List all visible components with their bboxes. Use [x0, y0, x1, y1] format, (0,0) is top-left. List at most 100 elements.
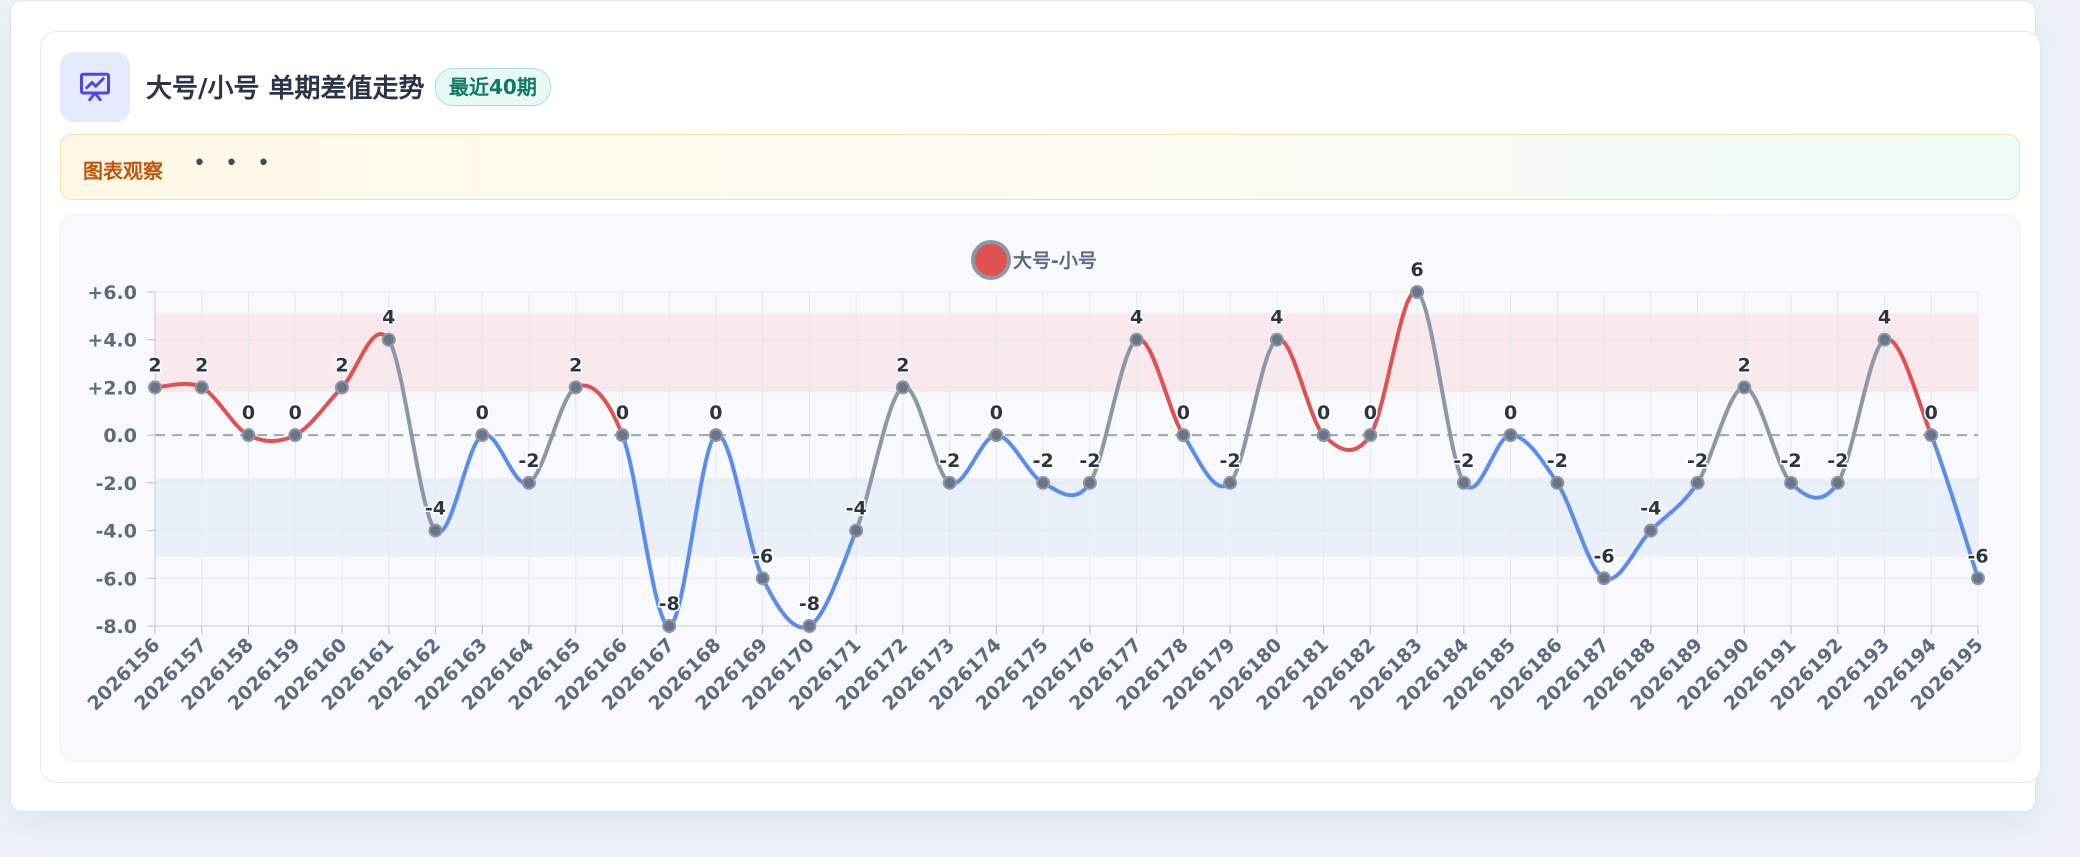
series-line-segment: [1321, 433, 1373, 453]
data-label: -4: [846, 498, 867, 520]
presentation-chart-icon: [60, 52, 130, 122]
data-point: [475, 428, 490, 443]
data-point: [1784, 475, 1799, 490]
data-label: -2: [1453, 450, 1474, 472]
observation-more-dots[interactable]: • • •: [193, 151, 276, 176]
data-point: [989, 428, 1004, 443]
data-label: 0: [1364, 402, 1377, 424]
data-point: [615, 428, 630, 443]
data-label: 0: [709, 402, 722, 424]
data-label: 0: [1317, 402, 1330, 424]
period-badge: 最近40期: [435, 68, 551, 106]
data-point: [288, 428, 303, 443]
data-point: [334, 380, 349, 395]
data-label: -2: [1079, 450, 1100, 472]
data-label: -2: [518, 450, 539, 472]
data-label: -4: [1640, 498, 1661, 520]
data-label: 0: [476, 402, 489, 424]
data-point: [1971, 571, 1985, 586]
data-point: [1924, 428, 1939, 443]
observation-label: 图表观察: [83, 159, 163, 183]
series-line-segment: [1929, 433, 1980, 581]
y-tick-label: +2.0: [87, 377, 137, 399]
series-line-segment: [1228, 337, 1279, 485]
y-tick-label: -2.0: [95, 473, 137, 495]
data-label: -2: [1220, 450, 1241, 472]
data-label: -2: [1547, 450, 1568, 472]
data-point: [662, 619, 677, 633]
data-point: [849, 523, 864, 538]
series-line-segment: [667, 433, 718, 628]
data-label: 0: [990, 402, 1003, 424]
data-label: -6: [1967, 545, 1988, 567]
data-label: 2: [195, 354, 208, 376]
data-label: -8: [799, 593, 820, 615]
data-label: 2: [896, 354, 909, 376]
page-title: 大号/小号 单期差值走势: [146, 74, 425, 104]
data-point: [1597, 571, 1612, 586]
data-point: [1550, 475, 1565, 490]
data-label: 4: [1270, 307, 1283, 329]
data-point: [568, 380, 583, 395]
series-line-segment: [293, 385, 344, 438]
chart-panel: +6.0 +4.0 +2.0 0.0 -2.0 -4.0 -6.0 -8.0 2026156 20…: [60, 214, 2020, 762]
data-label: 4: [382, 307, 395, 329]
data-point: [1316, 428, 1331, 443]
data-label: 2: [335, 354, 348, 376]
data-point: [1176, 428, 1191, 443]
y-tick-label: -4.0: [95, 521, 137, 543]
data-point: [1129, 332, 1144, 347]
difference-line-chart: +6.0+4.0+2.00.0-2.0-4.0-6.0-8.0202615620…: [84, 240, 1990, 715]
legend-label: 大号-小号: [1013, 249, 1097, 272]
data-label: 2: [569, 354, 582, 376]
data-point: [381, 332, 396, 347]
legend-swatch: [971, 240, 1011, 280]
data-label: -2: [1033, 450, 1054, 472]
y-tick-label: -8.0: [95, 616, 137, 638]
data-label: -2: [1780, 450, 1801, 472]
data-point: [1363, 428, 1378, 443]
data-point: [1036, 475, 1051, 490]
series-line-segment: [386, 337, 438, 533]
data-point: [1223, 475, 1238, 490]
data-point: [1082, 475, 1097, 490]
data-point: [521, 475, 536, 490]
data-label: 2: [148, 354, 161, 376]
data-label: 4: [1130, 307, 1143, 329]
data-point: [1410, 285, 1425, 299]
data-point: [708, 428, 723, 443]
band-positive: [155, 313, 1978, 393]
data-label: -2: [939, 450, 960, 472]
data-point: [1269, 332, 1284, 347]
series-line-segment: [1415, 290, 1466, 485]
data-label: -6: [1593, 545, 1614, 567]
y-tick-label: 0.0: [103, 425, 137, 447]
series-line-segment: [1835, 337, 1887, 485]
data-point: [1690, 475, 1705, 490]
data-label: 0: [1177, 402, 1190, 424]
series-line-segment: [854, 385, 905, 533]
data-point: [1877, 332, 1892, 347]
data-point: [942, 475, 957, 490]
data-point: [895, 380, 910, 395]
data-label: 6: [1410, 259, 1423, 281]
data-label: -8: [659, 593, 680, 615]
data-point: [148, 380, 162, 395]
data-label: -4: [425, 498, 446, 520]
data-label: 0: [242, 402, 255, 424]
data-point: [241, 428, 256, 443]
data-point: [1830, 475, 1845, 490]
y-tick-label: -6.0: [95, 568, 137, 590]
data-point: [1643, 523, 1658, 538]
data-point: [194, 380, 209, 395]
data-label: -2: [1687, 450, 1708, 472]
observation-bar[interactable]: 图表观察 • • •: [60, 134, 2020, 200]
data-label: 0: [1504, 402, 1517, 424]
data-label: 0: [1925, 402, 1938, 424]
data-point: [1737, 380, 1752, 395]
data-label: -6: [752, 545, 773, 567]
data-label: 2: [1738, 354, 1751, 376]
y-tick-label: +4.0: [87, 330, 137, 352]
data-point: [428, 523, 443, 538]
data-label: 0: [616, 402, 629, 424]
